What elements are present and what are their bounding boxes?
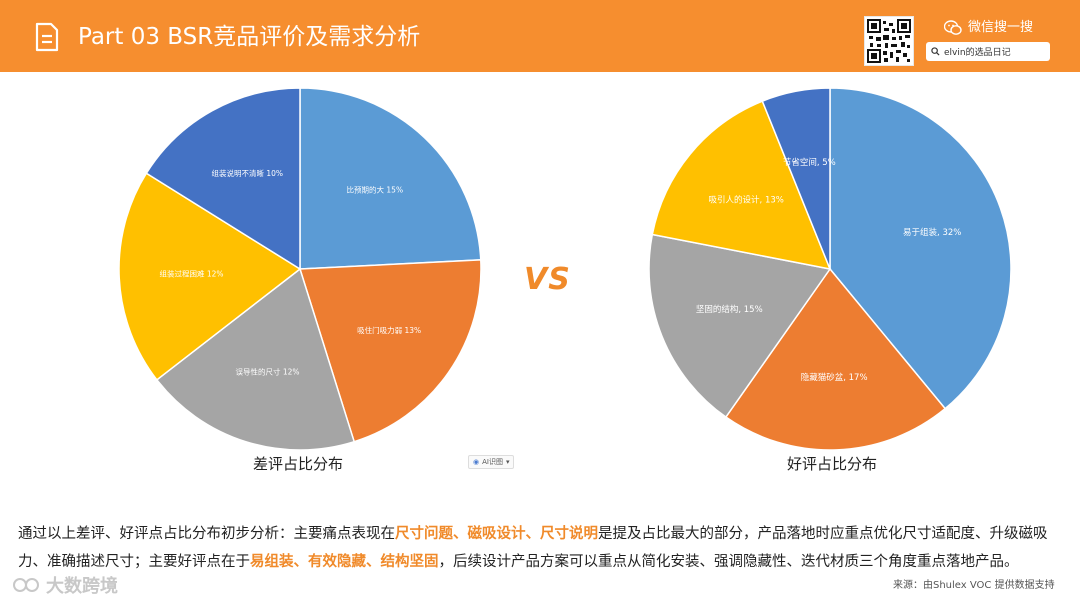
- analysis-text-2: 是提及占比最大的部分，产品落地时应重点优化尺寸适配度、升级磁吸力、准确描述尺寸；…: [18, 526, 1048, 570]
- analysis-paragraph: 通过以上差评、好评点占比分布初步分析：主要痛点表现在尺寸问题、磁吸设计、尺寸说明…: [18, 520, 1064, 576]
- watermark-text: 大数跨境: [46, 576, 118, 597]
- vs-label: VS: [524, 262, 571, 297]
- positive-slice-2: [648, 233, 832, 419]
- positive-review-pie-chart: 易于组装, 32% 隐藏猫砂盆, 17% 坚固的结构, 15% 吸引人的设计, 13%…: [648, 87, 1012, 451]
- positive-slice-label-3: 吸引人的设计, 13%: [709, 194, 784, 205]
- analysis-text-3: ，后续设计产品方案可以重点从简化安装、强调隐藏性、迭代材质三个角度重点落地产品。: [438, 554, 1019, 570]
- analysis-highlight-2: 易组装、有效隐藏、结构坚固: [250, 554, 439, 570]
- negative-slice-label-1: 吸住门吸力弱 13%: [357, 325, 421, 335]
- negative-slice-2: [155, 267, 356, 451]
- source-note: 来源：由Shulex VOC 提供数据支持: [893, 580, 1055, 591]
- negative-slice-4: [145, 87, 301, 271]
- ai-icon: ◉: [473, 458, 480, 466]
- negative-slice-3: [118, 172, 302, 381]
- negative-slice-label-3: 组装过程困难 12%: [160, 269, 224, 279]
- negative-chart-title: 差评占比分布: [252, 455, 343, 473]
- analysis-highlight-1: 尺寸问题、磁吸设计、尺寸说明: [395, 526, 598, 542]
- wechat-search-text: 微信搜一搜: [968, 20, 1034, 35]
- positive-slice-3: [651, 100, 832, 270]
- negative-slice-1: [298, 259, 482, 443]
- watermark-logo-icon: [13, 578, 39, 592]
- page-title: Part 03 BSR竞品评价及需求分析: [78, 24, 421, 50]
- search-input[interactable]: elvin的选品日记: [926, 42, 1050, 61]
- positive-chart-title: 好评占比分布: [786, 455, 877, 473]
- document-icon: [35, 22, 59, 52]
- wechat-icon: [944, 20, 962, 35]
- ai-image-badge[interactable]: ◉ AI识图 ▾: [468, 455, 515, 469]
- positive-slice-0: [829, 87, 1012, 410]
- positive-slice-label-1: 隐藏猫砂盆, 17%: [801, 372, 868, 383]
- chevron-down-icon: ▾: [505, 458, 510, 466]
- qr-code: [864, 16, 914, 66]
- positive-slice-label-2: 坚固的结构, 15%: [696, 304, 763, 315]
- search-icon: [931, 47, 940, 56]
- negative-slice-label-4: 组装说明不清晰 10%: [212, 168, 284, 178]
- negative-slice-0: [299, 87, 482, 270]
- watermark: 大数跨境: [12, 572, 118, 598]
- positive-slice-4: [761, 87, 831, 270]
- header-bar: Part 03 BSR竞品评价及需求分析: [0, 0, 1080, 72]
- search-value: elvin的选品日记: [944, 48, 1011, 58]
- analysis-text-1: 通过以上差评、好评点占比分布初步分析：主要痛点表现在: [18, 526, 395, 542]
- negative-slice-label-2: 误导性的尺寸 12%: [235, 367, 299, 377]
- positive-slice-1: [724, 267, 947, 451]
- positive-slice-label-0: 易于组装, 32%: [903, 227, 961, 238]
- negative-review-pie-chart: 比预期的大 15% 吸住门吸力弱 13% 误导性的尺寸 12% 组装过程困难 12% 组…: [118, 87, 482, 451]
- negative-slice-label-0: 比预期的大 15%: [347, 184, 404, 194]
- qr-code-icon: [867, 19, 911, 63]
- positive-slice-label-4: 节省空间, 5%: [783, 157, 836, 168]
- ai-badge-label: AI识图: [482, 458, 503, 466]
- wechat-search-label: 微信搜一搜: [944, 18, 1033, 38]
